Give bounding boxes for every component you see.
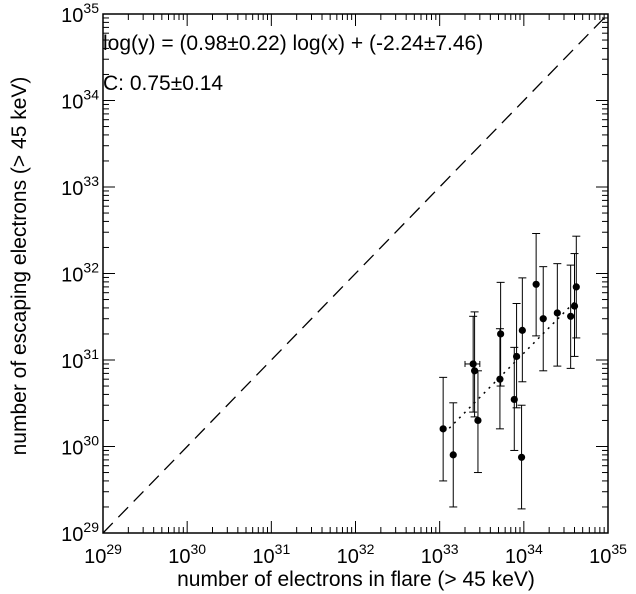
data-point — [473, 370, 482, 474]
data-points-layer — [439, 233, 581, 510]
data-point — [532, 233, 541, 337]
y-tick-label: 1032 — [61, 260, 99, 287]
correlation-annotation: C: 0.75±0.14 — [103, 72, 223, 95]
data-point — [449, 402, 458, 508]
x-tick-label: 1035 — [589, 541, 627, 568]
data-point — [495, 328, 504, 430]
point-marker — [469, 360, 477, 368]
tick-labels-layer: 1029 1030 1031 1032 1033 1034 1035 1029 1030 1031… — [61, 0, 627, 568]
y-tick-label: 1034 — [61, 87, 99, 114]
point-marker — [517, 453, 526, 461]
x-tick-label: 1030 — [168, 541, 206, 568]
x-tick-label: 1032 — [337, 541, 375, 568]
point-marker — [570, 302, 579, 310]
point-marker — [512, 352, 521, 361]
point-marker — [572, 283, 580, 291]
data-point — [570, 253, 579, 357]
data-point — [518, 277, 527, 383]
data-point — [439, 376, 448, 482]
y-tick-label: 1029 — [61, 519, 99, 546]
data-point — [517, 404, 526, 510]
point-marker — [474, 416, 482, 425]
point-marker — [497, 330, 505, 338]
x-tick-label: 1033 — [421, 541, 459, 568]
data-point — [572, 235, 581, 339]
data-point — [510, 346, 519, 451]
one-to-one-dashed-line — [102, 13, 609, 534]
point-marker — [567, 312, 575, 320]
y-tick-label: 1030 — [61, 433, 99, 460]
y-tick-label: 1035 — [61, 0, 99, 27]
reference-line-layer — [102, 13, 609, 534]
point-marker — [449, 451, 457, 459]
axes — [102, 13, 609, 534]
point-marker — [518, 326, 526, 334]
point-marker — [439, 425, 447, 433]
data-point — [512, 302, 521, 409]
x-tick-label: 1029 — [84, 541, 122, 568]
x-axis-title: number of electrons in flare (> 45 keV) — [177, 568, 535, 591]
fit-equation-annotation: log(y) = (0.98±0.22) log(x) + (-2.24±7.4… — [103, 32, 483, 55]
data-point — [539, 266, 548, 372]
y-axis-title: number of escaping electrons (> 45 keV) — [8, 77, 31, 456]
x-tick-label: 1031 — [252, 541, 290, 568]
y-tick-label: 1033 — [61, 173, 99, 200]
data-point — [496, 281, 505, 387]
x-tick-label: 1034 — [505, 541, 543, 568]
point-marker — [496, 375, 504, 383]
point-marker — [539, 315, 547, 323]
y-tick-label: 1031 — [61, 346, 99, 373]
data-point — [566, 264, 575, 369]
point-marker — [532, 280, 540, 288]
data-point — [553, 263, 562, 367]
point-marker — [553, 309, 561, 317]
